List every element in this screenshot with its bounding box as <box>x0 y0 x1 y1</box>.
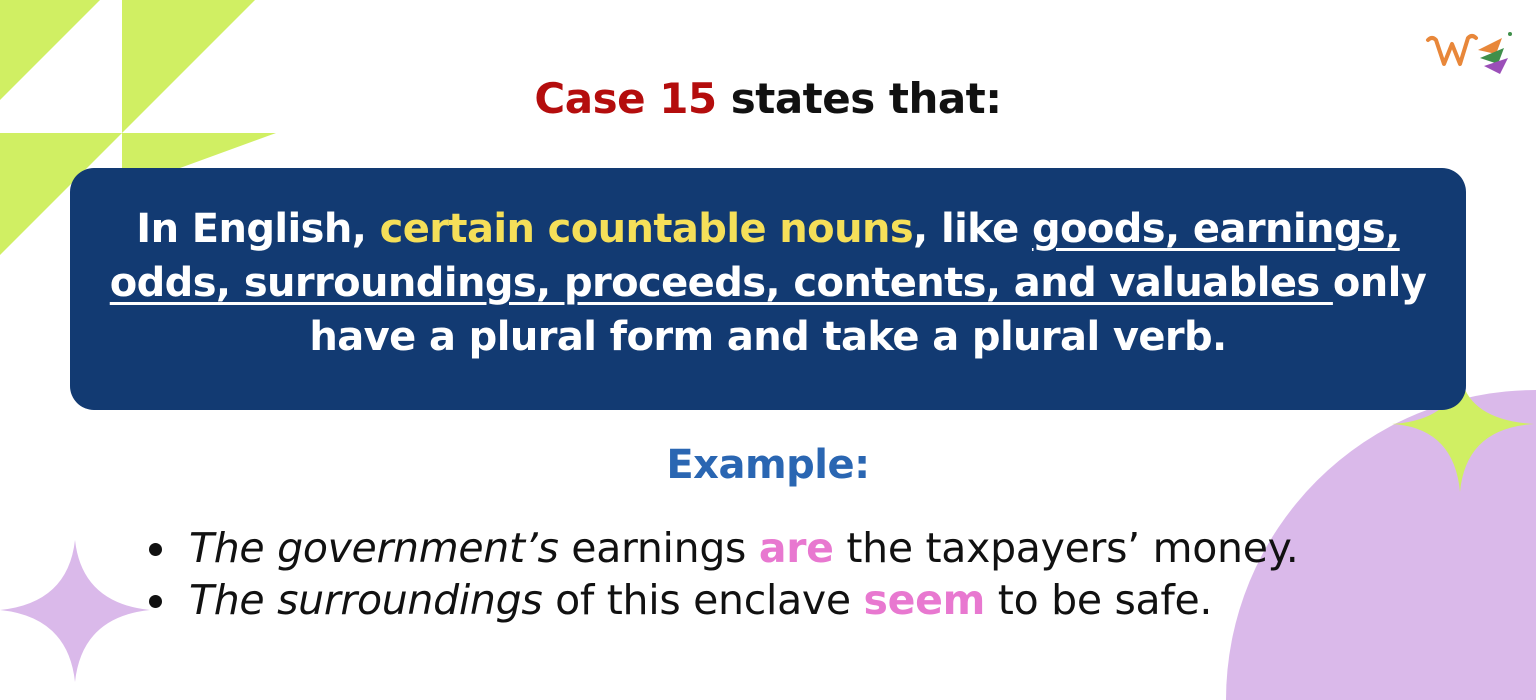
bullet-icon <box>149 595 162 608</box>
nouns-list: goods, earnings, odds, surroundings, pro… <box>109 206 1401 306</box>
example-text: to be safe. <box>985 576 1213 624</box>
brand-logo-icon <box>1422 28 1514 76</box>
example-subject: The surroundings <box>189 576 543 624</box>
bullet-icon <box>149 543 162 556</box>
case-label: Case 15 <box>534 74 717 123</box>
example-verb: are <box>758 524 834 572</box>
example-subject: The government’s <box>189 524 559 572</box>
sparkle-icon <box>0 540 150 682</box>
rule-highlight: certain countable nouns <box>379 206 914 252</box>
lime-triangle-decor <box>122 133 276 168</box>
example-verb: seem <box>863 576 986 624</box>
list-item: The government’s earnings are the taxpay… <box>145 522 1299 574</box>
rule-text-part3: only have a plural form and take a plura… <box>309 260 1427 360</box>
example-text: the taxpayers’ money. <box>833 524 1299 572</box>
list-item: The surroundings of this enclave seem to… <box>145 574 1298 626</box>
example-heading: Example: <box>666 442 870 488</box>
title-rest: states that: <box>716 74 1002 123</box>
examples-list: The government’s earnings are the taxpay… <box>145 522 1299 626</box>
example-text: of this enclave <box>542 576 864 624</box>
rule-text-part2: , like <box>913 206 1032 252</box>
page-title: Case 15 states that: <box>0 74 1536 123</box>
rule-box: In English, certain countable nouns, lik… <box>70 168 1466 410</box>
example-text: earnings <box>558 524 759 572</box>
rule-text-part1: In English, <box>136 206 380 252</box>
